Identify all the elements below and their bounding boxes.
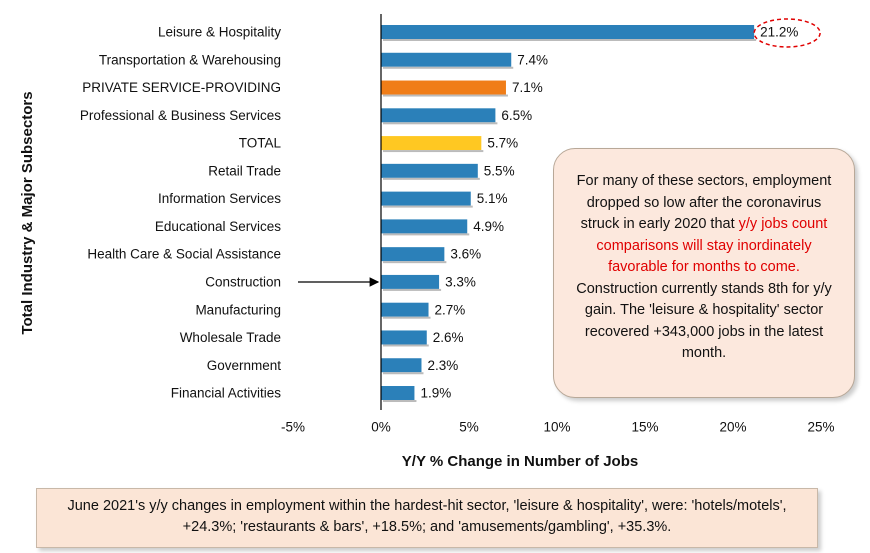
value-label: 3.3% bbox=[445, 274, 476, 289]
bar bbox=[381, 247, 445, 262]
x-tick-label: 20% bbox=[719, 420, 746, 435]
y-tick-label: Government bbox=[207, 358, 282, 373]
bar-shadow bbox=[383, 205, 473, 208]
y-tick-label: Health Care & Social Assistance bbox=[87, 247, 281, 262]
bar bbox=[381, 80, 506, 95]
value-label: 2.6% bbox=[433, 330, 464, 345]
bar-shadow bbox=[383, 288, 442, 291]
value-label: 7.4% bbox=[517, 52, 548, 67]
x-tick-label: 5% bbox=[459, 420, 479, 435]
x-tick-label: 0% bbox=[371, 420, 391, 435]
y-tick-label: TOTAL bbox=[239, 136, 282, 151]
x-tick-label: 15% bbox=[631, 420, 658, 435]
value-label: 5.7% bbox=[487, 136, 518, 151]
value-label: 21.2% bbox=[760, 25, 798, 40]
value-label: 5.1% bbox=[477, 191, 508, 206]
value-label: 6.5% bbox=[501, 108, 532, 123]
value-label: 5.5% bbox=[484, 163, 515, 178]
bar-shadow bbox=[383, 177, 480, 180]
bar-shadow bbox=[383, 372, 424, 375]
bar bbox=[381, 330, 427, 345]
value-label: 3.6% bbox=[450, 247, 481, 262]
bar-shadow bbox=[383, 122, 498, 125]
bar bbox=[381, 302, 429, 317]
y-tick-label: PRIVATE SERVICE-PROVIDING bbox=[82, 80, 281, 95]
highlight-ellipse bbox=[753, 18, 821, 48]
annotation-highlight: y/y jobs count comparisons will stay ino… bbox=[596, 216, 828, 275]
bar bbox=[381, 274, 440, 289]
bar-shadow bbox=[383, 344, 429, 347]
y-tick-label: Transportation & Warehousing bbox=[99, 52, 281, 67]
y-axis-title: Total Industry & Major Subsectors bbox=[19, 91, 36, 334]
bar bbox=[381, 25, 755, 39]
value-label: 2.7% bbox=[435, 302, 466, 317]
annotation-text: Construction currently stands 8th for y/… bbox=[576, 280, 832, 362]
bar bbox=[381, 358, 422, 373]
bar bbox=[381, 108, 496, 123]
x-tick-label: 25% bbox=[807, 420, 834, 435]
x-tick-label: 10% bbox=[543, 420, 570, 435]
y-tick-label: Professional & Business Services bbox=[80, 108, 281, 123]
value-label: 7.1% bbox=[512, 80, 543, 95]
bar-shadow bbox=[383, 150, 484, 153]
bar-shadow bbox=[383, 400, 417, 403]
value-label: 2.3% bbox=[427, 358, 458, 373]
bar bbox=[381, 52, 512, 67]
y-tick-label: Manufacturing bbox=[195, 302, 281, 317]
annotation-text: For many of these sectors, employment dr… bbox=[576, 173, 832, 232]
x-axis-title: Y/Y % Change in Number of Jobs bbox=[402, 453, 638, 470]
bar-shadow bbox=[383, 233, 470, 236]
y-tick-label: Wholesale Trade bbox=[180, 330, 281, 345]
y-tick-label: Leisure & Hospitality bbox=[158, 25, 281, 40]
bar-shadow bbox=[383, 261, 447, 264]
bar bbox=[381, 386, 415, 401]
y-tick-label: Information Services bbox=[158, 191, 281, 206]
y-tick-label: Construction bbox=[205, 274, 281, 289]
bar-shadow bbox=[383, 94, 508, 97]
bar bbox=[381, 136, 482, 151]
bar-shadow bbox=[383, 316, 431, 319]
bar-shadow bbox=[383, 39, 757, 41]
bar bbox=[381, 163, 478, 178]
value-label: 1.9% bbox=[420, 386, 451, 401]
y-tick-label: Educational Services bbox=[155, 219, 281, 234]
bar bbox=[381, 219, 468, 234]
bar-shadow bbox=[383, 66, 514, 69]
y-tick-label: Retail Trade bbox=[208, 163, 281, 178]
y-tick-label: Financial Activities bbox=[171, 386, 282, 401]
annotation-box: For many of these sectors, employment dr… bbox=[553, 148, 855, 398]
x-tick-label: -5% bbox=[281, 420, 305, 435]
value-label: 4.9% bbox=[473, 219, 504, 234]
footnote: June 2021's y/y changes in employment wi… bbox=[36, 488, 818, 548]
bar bbox=[381, 191, 471, 206]
